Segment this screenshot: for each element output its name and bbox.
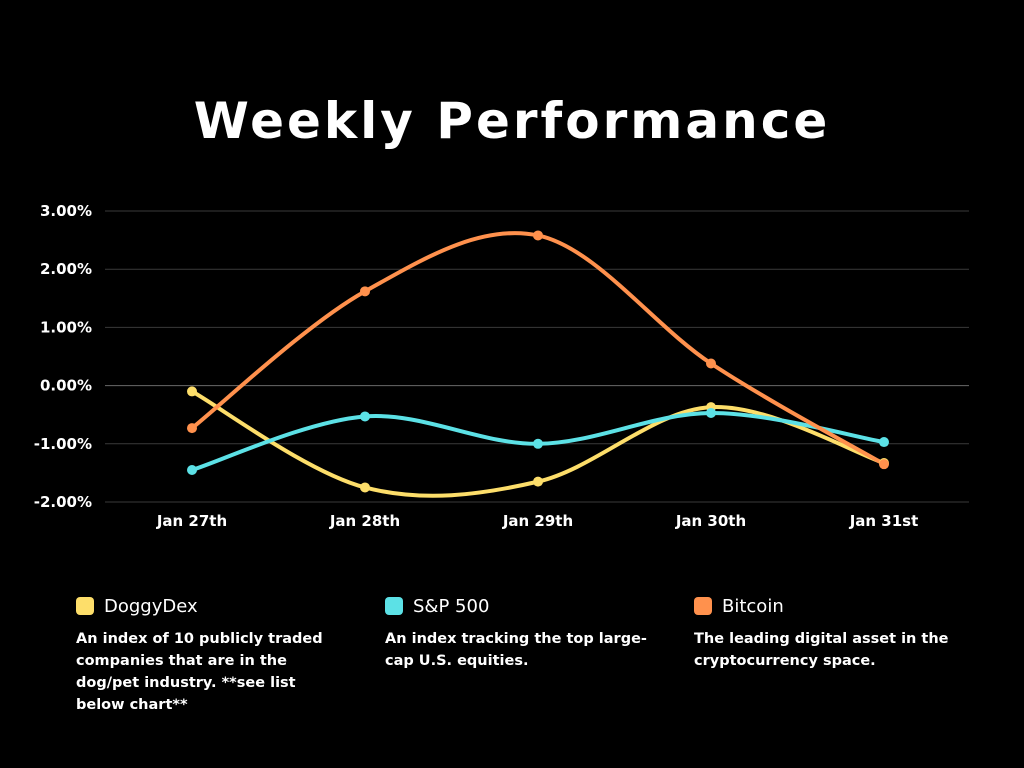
data-point-s-p-500 <box>187 464 197 475</box>
series-lines <box>190 231 886 498</box>
bitcoin-swatch <box>694 597 712 615</box>
gridlines <box>105 210 969 503</box>
data-point-s-p-500 <box>706 407 716 418</box>
x-tick-label: Jan 28th <box>329 512 400 530</box>
x-tick-label: Jan 31st <box>849 512 919 530</box>
legend-item-doggydex: DoggyDex An index of 10 publicly traded … <box>76 592 346 716</box>
legend-description-bitcoin: The leading digital asset in the cryptoc… <box>694 631 949 669</box>
data-point-s-p-500 <box>879 437 889 448</box>
legend-description-doggydex: An index of 10 publicly traded companies… <box>76 631 323 713</box>
chart-title: Weekly Performance <box>193 92 831 150</box>
data-point-doggydex <box>360 482 370 493</box>
sp500-swatch <box>385 597 403 615</box>
data-point-s-p-500 <box>360 411 370 422</box>
y-tick-label: 3.00% <box>40 202 92 220</box>
y-tick-label: 0.00% <box>40 377 92 395</box>
data-point-bitcoin <box>360 286 370 297</box>
x-axis-ticks: Jan 27th Jan 28th Jan 29th Jan 30th Jan 31st <box>156 512 918 530</box>
data-point-doggydex <box>187 386 197 397</box>
data-point-bitcoin <box>879 459 889 470</box>
data-point-bitcoin <box>706 358 716 369</box>
data-point-bitcoin <box>533 230 543 241</box>
legend-item-sp500: S&P 500 An index tracking the top large-… <box>385 592 655 672</box>
legend-label-doggydex: DoggyDex <box>104 595 198 617</box>
y-tick-label: -2.00% <box>34 493 92 511</box>
series-line-bitcoin <box>190 231 886 467</box>
y-tick-label: 1.00% <box>40 318 92 336</box>
y-tick-label: -1.00% <box>34 435 92 453</box>
y-tick-label: 2.00% <box>40 260 92 278</box>
data-point-bitcoin <box>187 423 197 434</box>
x-tick-label: Jan 27th <box>156 512 227 530</box>
line-chart: 3.00% 2.00% 1.00% 0.00% -1.00% -2.00% Jan 27t… <box>34 202 969 530</box>
x-tick-label: Jan 29th <box>502 512 573 530</box>
y-axis-ticks: 3.00% 2.00% 1.00% 0.00% -1.00% -2.00% <box>34 202 92 511</box>
legend-label-sp500: S&P 500 <box>413 595 490 617</box>
data-point-s-p-500 <box>533 438 543 449</box>
data-point-doggydex <box>533 476 543 487</box>
x-tick-label: Jan 30th <box>675 512 746 530</box>
legend-description-sp500: An index tracking the top large-cap U.S.… <box>385 631 647 669</box>
legend-item-bitcoin: Bitcoin The leading digital asset in the… <box>694 592 964 672</box>
series-points <box>187 230 889 493</box>
legend-label-bitcoin: Bitcoin <box>722 595 784 617</box>
doggydex-swatch <box>76 597 94 615</box>
